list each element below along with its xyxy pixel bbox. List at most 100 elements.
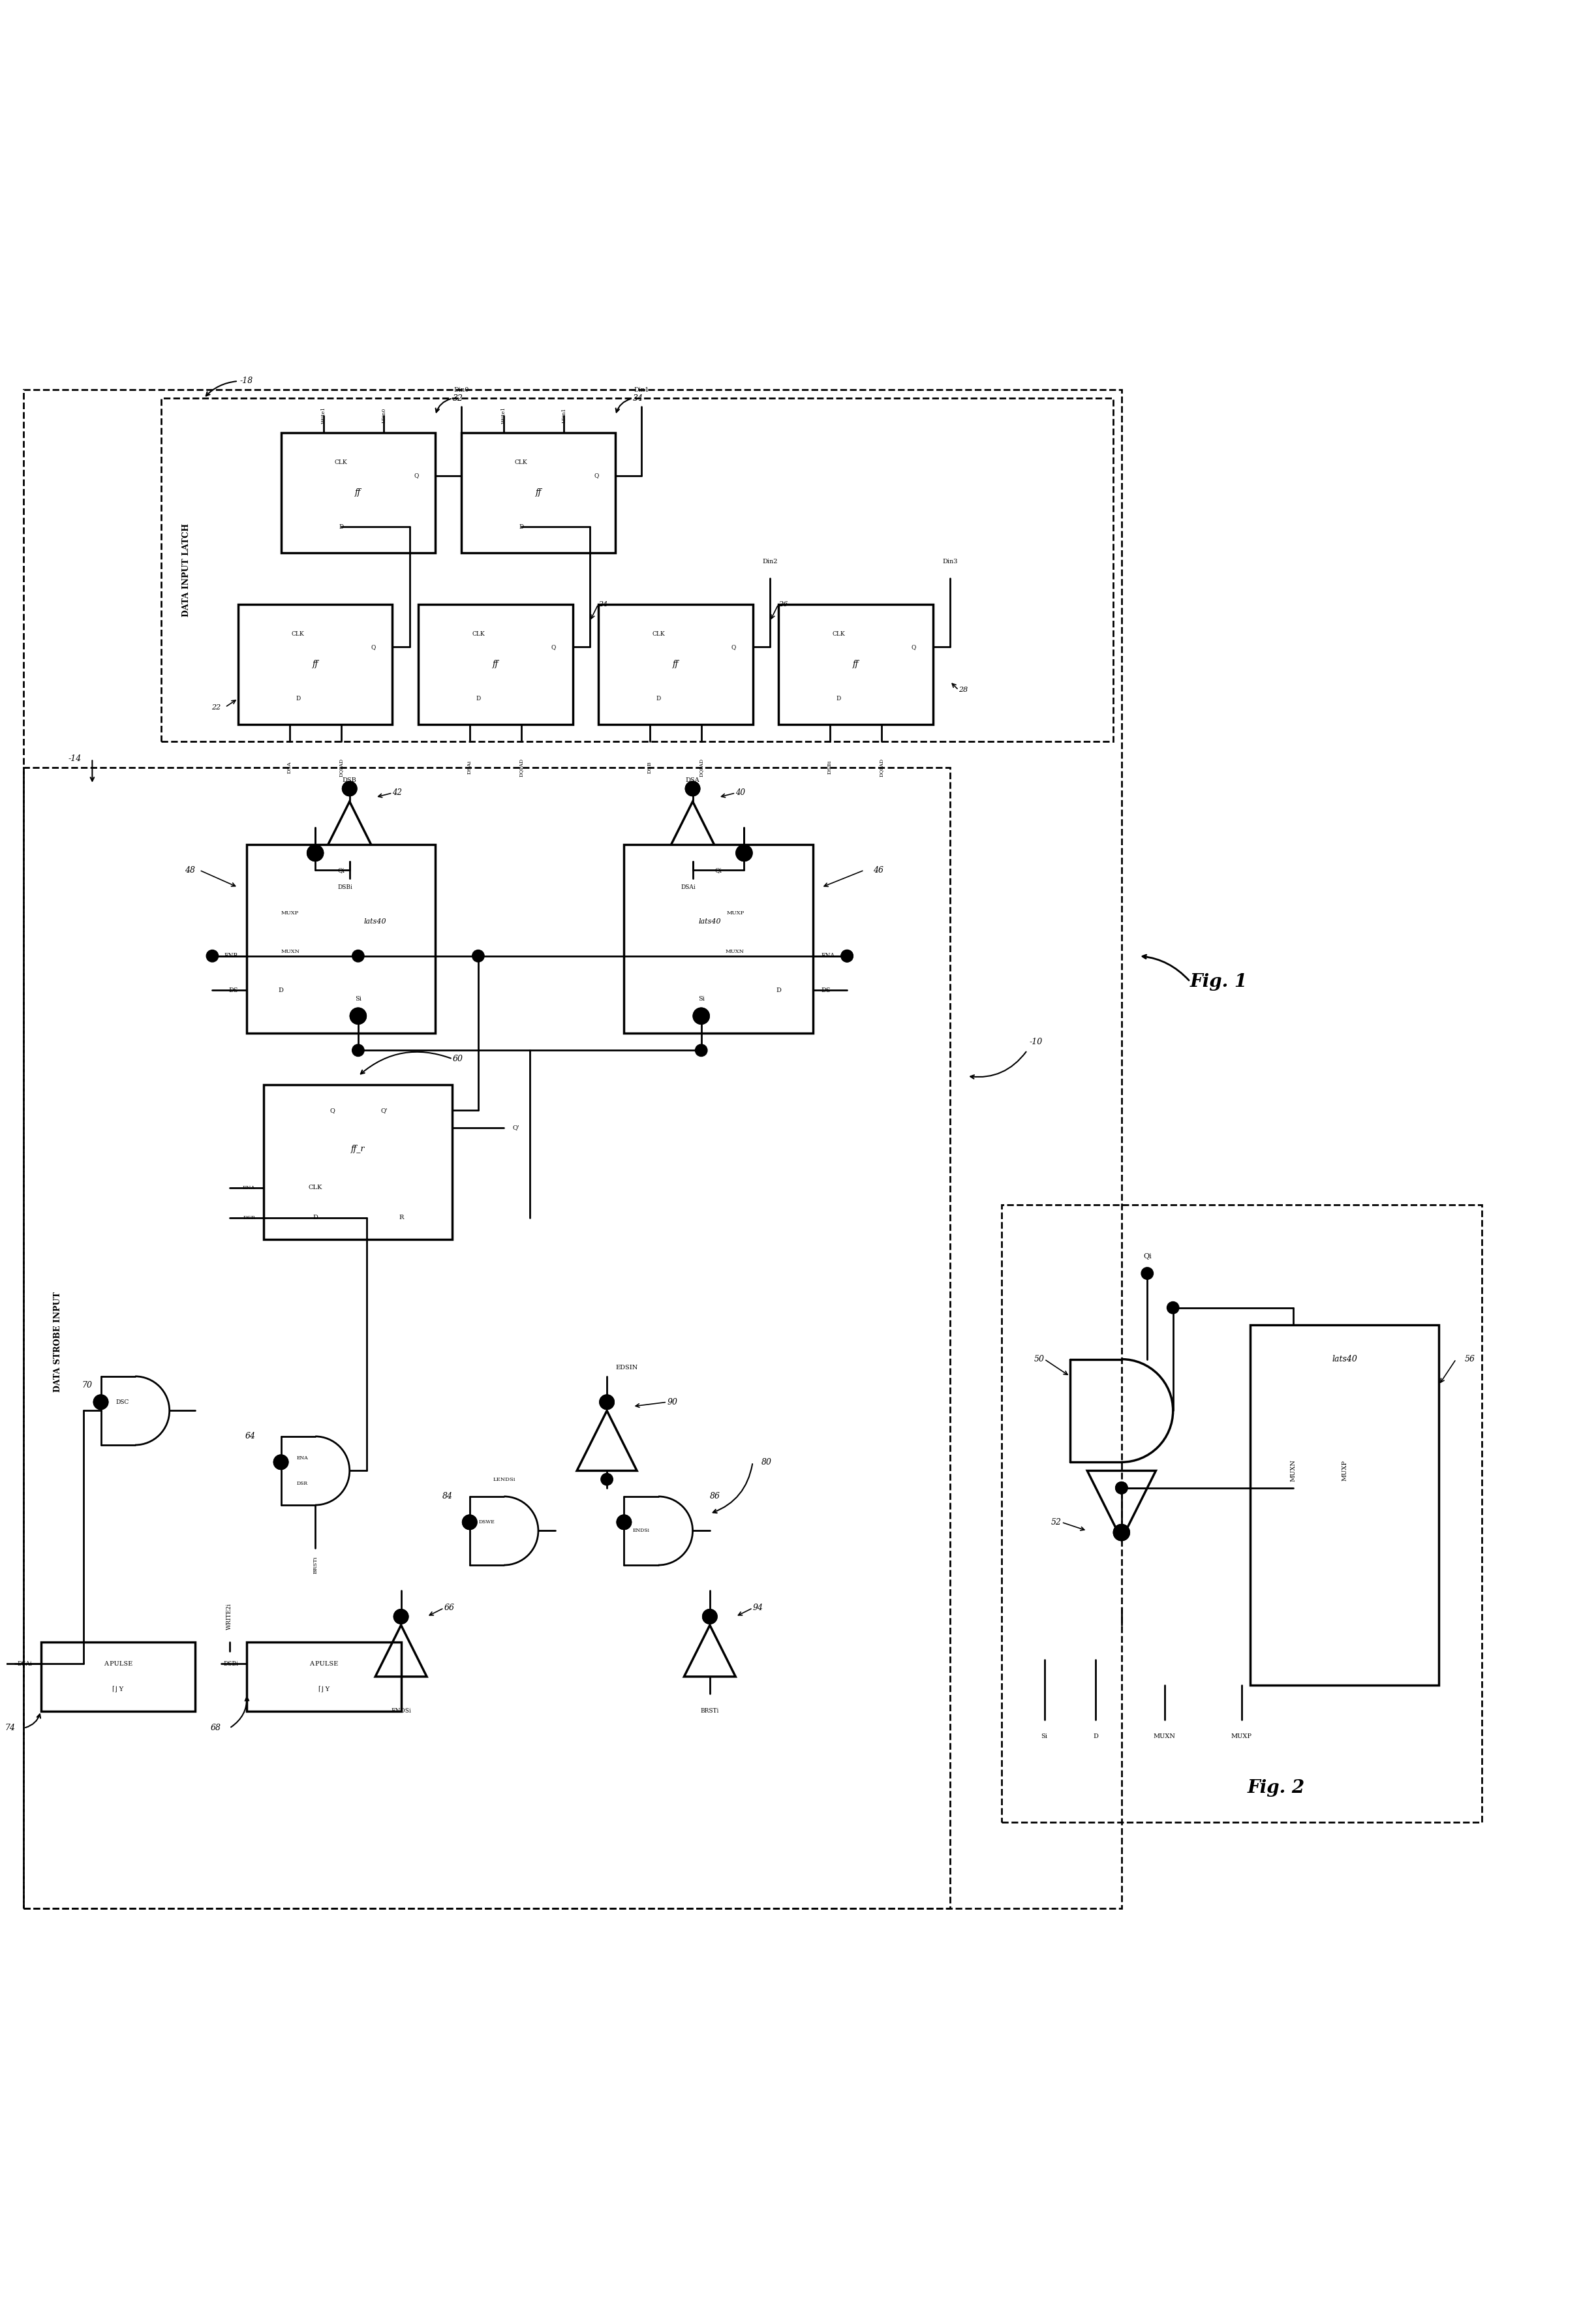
Text: Din3: Din3 xyxy=(942,558,958,565)
Text: lats40: lats40 xyxy=(1331,1356,1357,1363)
Text: 60: 60 xyxy=(453,1055,463,1064)
Text: Q': Q' xyxy=(380,1108,388,1112)
Text: 70: 70 xyxy=(81,1381,93,1390)
Text: ENA: ENA xyxy=(822,954,835,958)
Text: DSAi: DSAi xyxy=(681,885,696,889)
Text: DQPAD: DQPAD xyxy=(699,758,704,777)
Text: 56: 56 xyxy=(1465,1356,1475,1363)
Text: -10: -10 xyxy=(1029,1036,1042,1046)
Text: ENA: ENA xyxy=(243,1186,255,1190)
Text: D: D xyxy=(295,696,300,701)
Bar xyxy=(24,768,950,1907)
Text: ⌈⌋ Y: ⌈⌋ Y xyxy=(318,1687,329,1694)
Circle shape xyxy=(686,781,699,795)
Text: Din1: Din1 xyxy=(634,386,650,393)
Text: DATA STROBE INPUT: DATA STROBE INPUT xyxy=(54,1291,62,1393)
Text: R: R xyxy=(399,1216,404,1220)
Text: D: D xyxy=(313,1216,318,1220)
Circle shape xyxy=(841,949,852,963)
Circle shape xyxy=(463,1514,477,1528)
Text: 50: 50 xyxy=(1034,1356,1044,1363)
Text: DSBi: DSBi xyxy=(338,885,353,889)
Text: D: D xyxy=(338,524,343,531)
Text: -18: -18 xyxy=(239,377,254,386)
Circle shape xyxy=(206,949,219,963)
Text: MUXP: MUXP xyxy=(281,910,298,915)
Text: DSA: DSA xyxy=(686,777,699,784)
Text: 94: 94 xyxy=(753,1604,763,1613)
Text: MUXN: MUXN xyxy=(1154,1733,1176,1740)
Text: 46: 46 xyxy=(873,866,883,876)
Text: MUXP: MUXP xyxy=(1342,1459,1347,1482)
Circle shape xyxy=(351,1009,365,1023)
Text: LENDSi: LENDSi xyxy=(493,1478,516,1482)
Text: Write1: Write1 xyxy=(501,407,506,423)
Text: ff_r: ff_r xyxy=(351,1144,365,1154)
Text: ff: ff xyxy=(852,660,859,669)
Circle shape xyxy=(736,846,752,862)
Text: 86: 86 xyxy=(710,1491,720,1501)
Text: DSAi: DSAi xyxy=(18,1661,32,1666)
Text: lats40: lats40 xyxy=(364,919,386,924)
Circle shape xyxy=(600,1473,613,1485)
Text: Q: Q xyxy=(594,473,598,478)
Text: MUXP: MUXP xyxy=(726,910,744,915)
Text: 26: 26 xyxy=(779,602,788,607)
Bar xyxy=(281,432,436,554)
Text: DQPAD: DQPAD xyxy=(519,758,523,777)
Text: WRITE2i: WRITE2i xyxy=(227,1604,233,1629)
Text: DS: DS xyxy=(228,988,238,993)
Circle shape xyxy=(394,1609,409,1622)
Circle shape xyxy=(702,1609,717,1622)
Text: Q: Q xyxy=(413,473,418,478)
Text: DQPAD: DQPAD xyxy=(879,758,884,777)
Text: DSB: DSB xyxy=(343,777,356,784)
Text: lats40: lats40 xyxy=(699,919,721,924)
Text: A PULSE: A PULSE xyxy=(310,1661,338,1666)
Bar xyxy=(1001,1204,1481,1822)
Text: ENB: ENB xyxy=(225,954,238,958)
Text: Q: Q xyxy=(370,643,375,650)
Bar xyxy=(624,843,812,1034)
Text: ff: ff xyxy=(535,489,541,496)
Text: Q: Q xyxy=(551,643,555,650)
Text: CLK: CLK xyxy=(832,632,844,637)
Text: Qi: Qi xyxy=(715,866,721,873)
Text: ⌈⌋ Y: ⌈⌋ Y xyxy=(112,1687,123,1694)
Text: DSBi: DSBi xyxy=(223,1661,238,1666)
Bar xyxy=(238,604,393,724)
Text: D: D xyxy=(836,696,841,701)
Text: DSB: DSB xyxy=(646,761,653,774)
Circle shape xyxy=(841,949,852,963)
Text: Q: Q xyxy=(330,1108,335,1112)
Text: DSR: DSR xyxy=(297,1480,308,1487)
Text: Fig. 2: Fig. 2 xyxy=(1246,1779,1304,1797)
Text: ff: ff xyxy=(672,660,678,669)
Text: Qi: Qi xyxy=(337,866,345,873)
Text: MUXP: MUXP xyxy=(1231,1733,1251,1740)
Circle shape xyxy=(1116,1482,1127,1494)
Circle shape xyxy=(696,1043,707,1057)
Text: DSR: DSR xyxy=(243,1216,255,1220)
Text: Fig. 1: Fig. 1 xyxy=(1191,972,1248,990)
Text: Si: Si xyxy=(697,995,704,1002)
Text: ff: ff xyxy=(313,660,318,669)
Bar xyxy=(1250,1326,1440,1684)
Text: ff: ff xyxy=(492,660,498,669)
Circle shape xyxy=(275,1455,287,1468)
Text: D: D xyxy=(1093,1733,1098,1740)
Text: D: D xyxy=(656,696,661,701)
Text: CLK: CLK xyxy=(514,460,528,466)
Text: CLK: CLK xyxy=(335,460,348,466)
Text: 22: 22 xyxy=(212,703,220,710)
Text: Write1: Write1 xyxy=(321,407,327,423)
Text: DSC: DSC xyxy=(115,1399,129,1404)
Text: DSBi: DSBi xyxy=(827,761,833,774)
Circle shape xyxy=(353,949,364,963)
Circle shape xyxy=(1114,1526,1130,1540)
Circle shape xyxy=(343,781,356,795)
Text: D: D xyxy=(519,524,523,531)
Bar xyxy=(263,1085,453,1239)
Circle shape xyxy=(1116,1482,1127,1494)
Text: 28: 28 xyxy=(959,687,967,694)
